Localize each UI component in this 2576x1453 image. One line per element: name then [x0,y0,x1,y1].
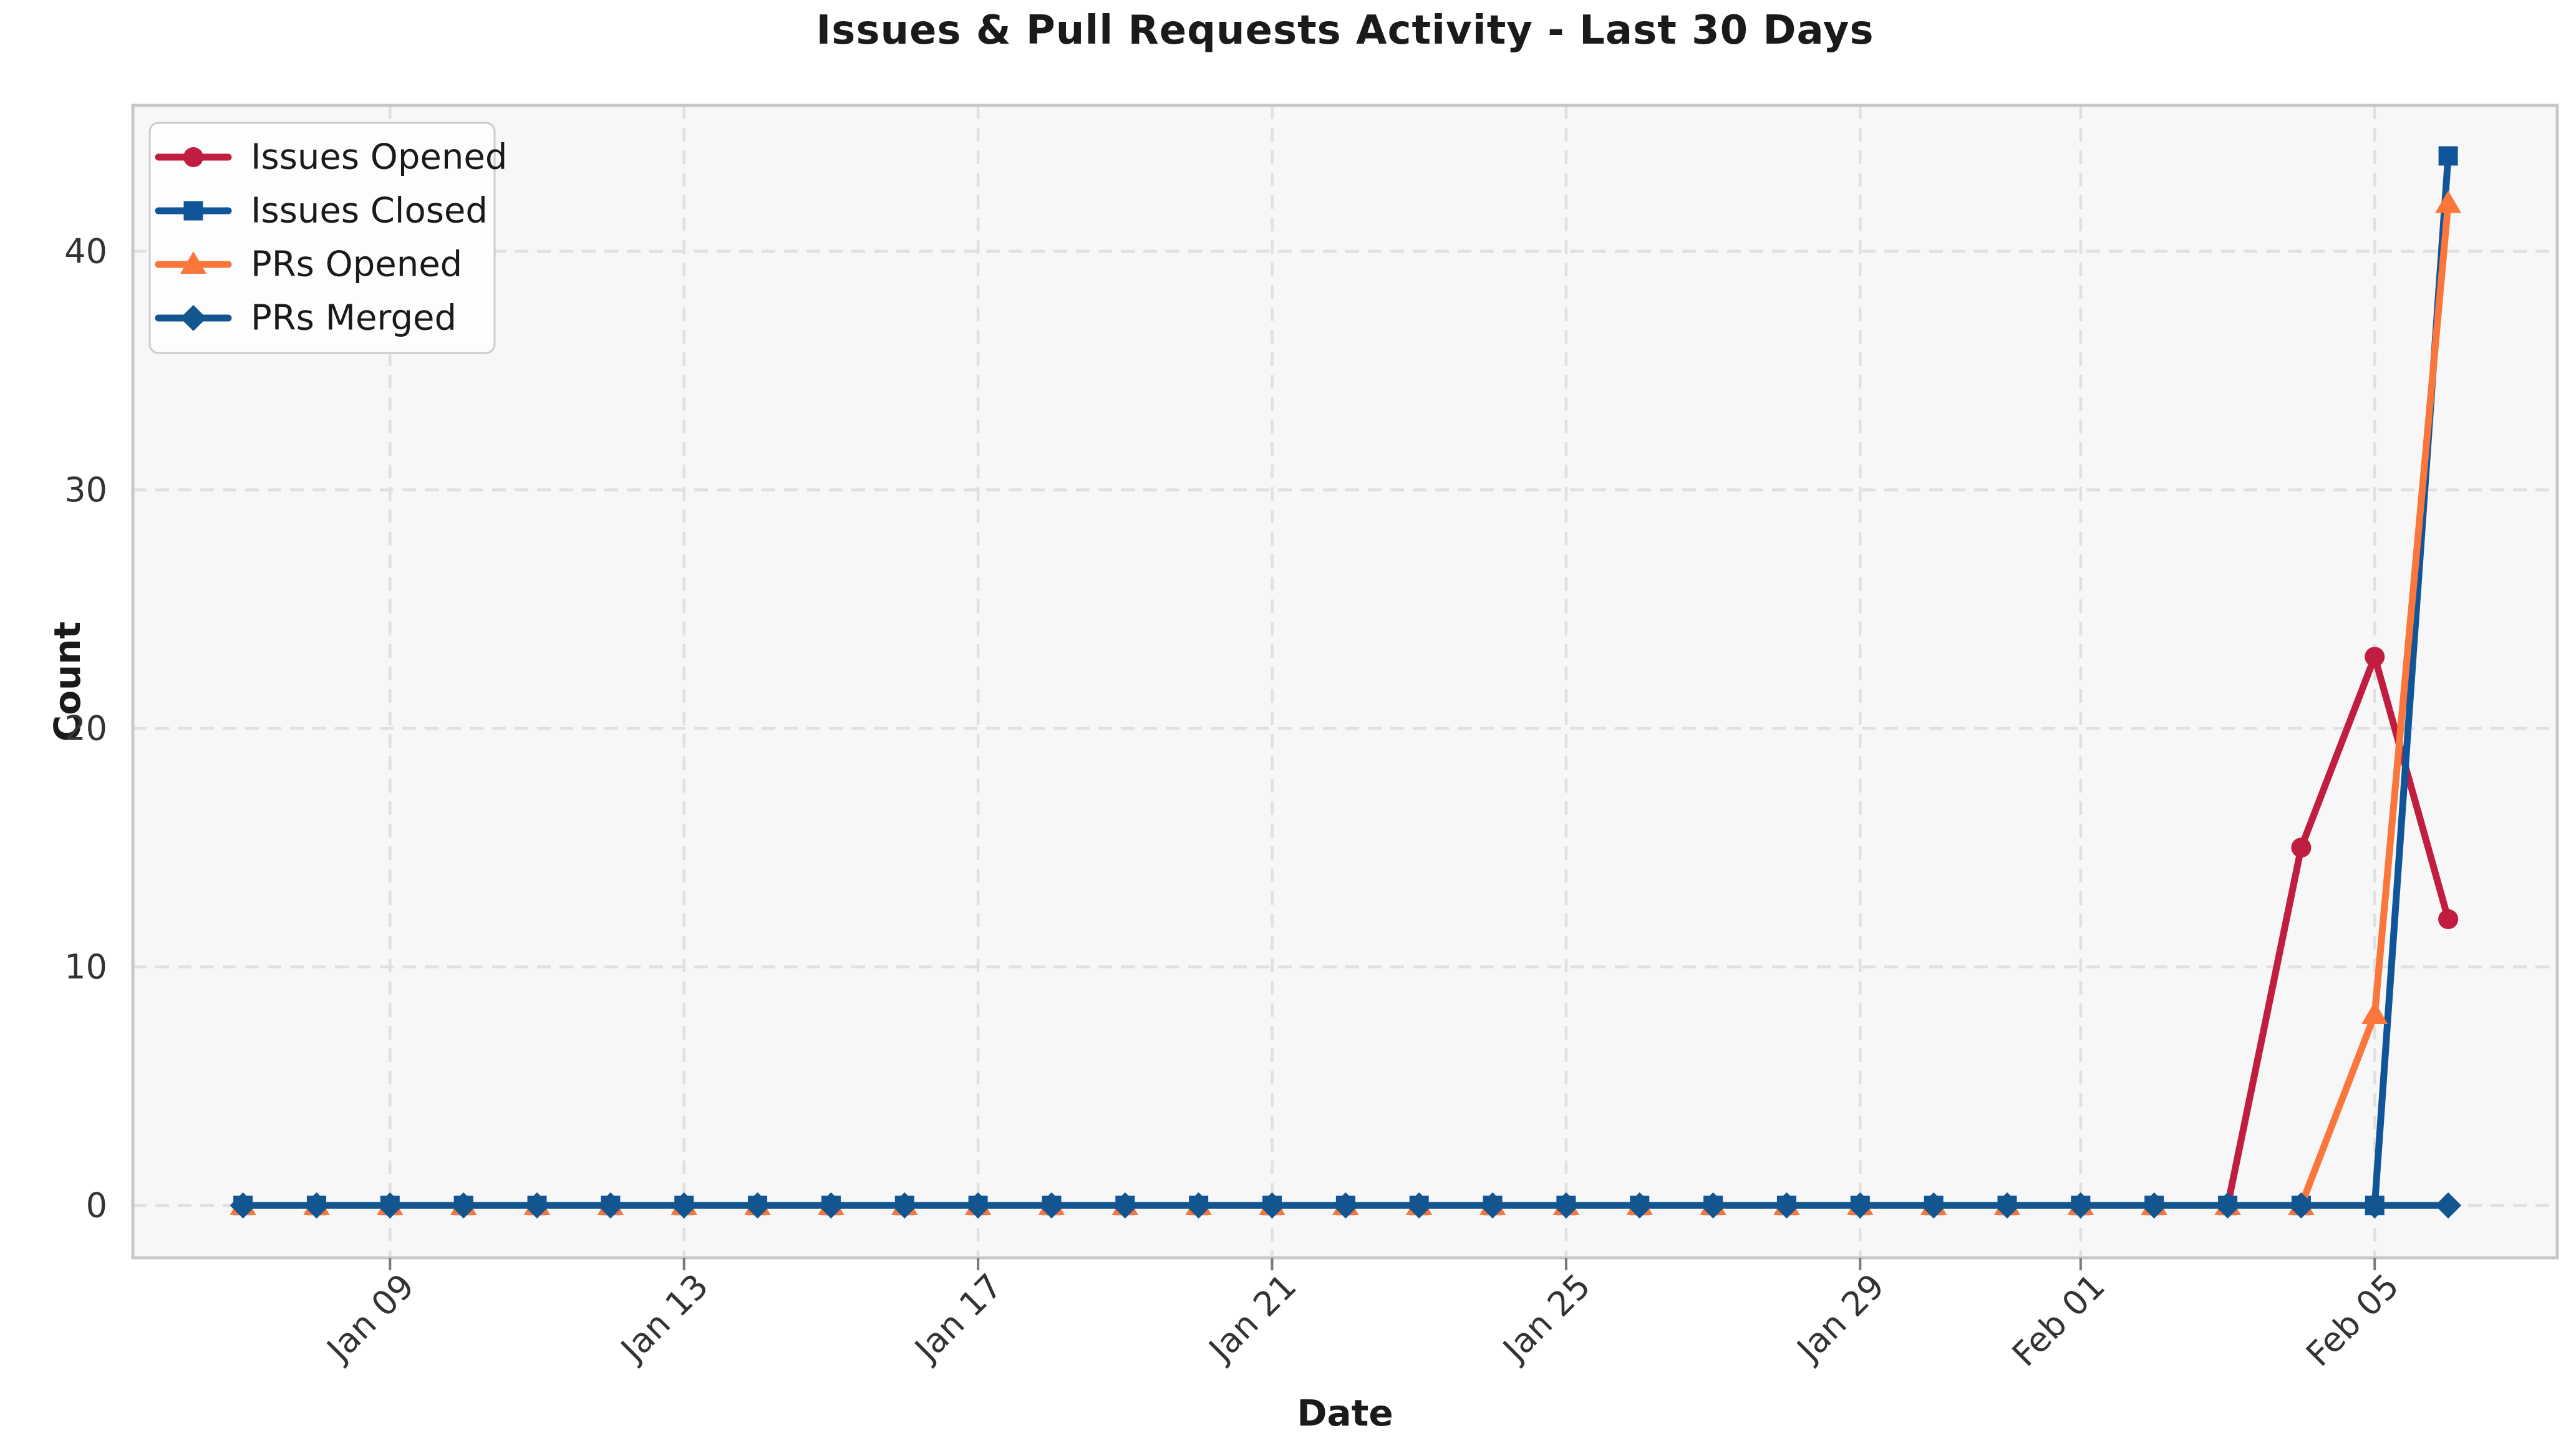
marker-triangle [2361,1002,2388,1024]
marker-diamond [891,1192,918,1219]
legend-label: Issues Closed [251,191,488,231]
x-tick-label: Jan 17 [906,1266,1010,1369]
marker-triangle [2435,190,2462,213]
axes-frame [131,104,2559,1260]
marker-diamond [180,305,206,331]
x-tick-label: Jan 13 [612,1266,715,1369]
marker-diamond [671,1192,697,1219]
legend-box [148,122,496,354]
marker-triangle [180,251,206,274]
x-axis-label: Date [1297,1392,1393,1434]
marker-diamond [1406,1192,1433,1219]
legend-label: PRs Merged [251,298,457,339]
marker-diamond [1994,1192,2020,1219]
marker-diamond [1552,1192,1579,1219]
marker-diamond [744,1192,771,1219]
marker-diamond [1479,1192,1506,1219]
y-tick-label: 10 [64,947,107,987]
x-tick-label: Feb 05 [2298,1266,2406,1374]
y-tick-label: 20 [64,709,107,748]
legend-item-issues-opened: Issues Opened [155,137,507,178]
marker-diamond [450,1192,477,1219]
marker-diamond [1259,1192,1286,1219]
y-tick-label: 30 [64,470,107,509]
series-prs-merged [230,1192,2462,1219]
marker-diamond [2435,1192,2462,1219]
marker-circle [2291,838,2312,858]
y-tick-label: 40 [64,232,107,271]
legend-item-prs-opened: PRs Opened [155,244,462,285]
marker-diamond [2288,1192,2315,1219]
marker-circle [2438,909,2459,929]
marker-square [2438,146,2458,166]
marker-diamond [1773,1192,1800,1219]
marker-diamond [230,1192,256,1219]
marker-diamond [1185,1192,1212,1219]
legend-item-issues-closed: Issues Closed [155,191,488,231]
marker-diamond [1111,1192,1138,1219]
legend-item-prs-merged: PRs Merged [155,298,457,339]
marker-diamond [1332,1192,1359,1219]
marker-circle [2365,647,2385,667]
marker-circle [183,147,203,167]
x-axis-ticks: Jan 09 Jan 13 Jan 17 Jan 21 Jan 25 Jan 29 Feb … [318,1258,2406,1374]
y-tick-label: 0 [86,1186,107,1225]
marker-diamond [2141,1192,2167,1219]
chart-legend: Issues Opened Issues Closed PRs Opened PRs … [148,122,507,354]
legend-label: Issues Opened [251,137,507,178]
marker-diamond [597,1192,624,1219]
marker-diamond [2361,1192,2388,1219]
marker-diamond [1920,1192,1947,1219]
marker-diamond [303,1192,330,1219]
marker-diamond [1038,1192,1065,1219]
legend-label: PRs Opened [251,244,462,285]
marker-diamond [1626,1192,1653,1219]
marker-diamond [818,1192,845,1219]
x-tick-label: Jan 29 [1788,1266,1892,1369]
marker-square [183,201,203,221]
x-tick-label: Feb 01 [2005,1266,2113,1374]
y-axis-ticks: 0 10 20 30 40 [64,232,107,1225]
marker-diamond [965,1192,992,1219]
marker-diamond [1847,1192,1874,1219]
x-tick-label: Jan 21 [1200,1266,1304,1369]
marker-diamond [2214,1192,2241,1219]
plot-area [133,105,2557,1258]
marker-diamond [2067,1192,2094,1219]
x-tick-label: Jan 09 [318,1266,422,1369]
marker-diamond [377,1192,404,1219]
chart-title: Issues & Pull Requests Activity - Last 3… [816,7,1874,54]
x-tick-label: Jan 25 [1494,1266,1598,1369]
marker-diamond [1700,1192,1726,1219]
marker-diamond [524,1192,550,1219]
